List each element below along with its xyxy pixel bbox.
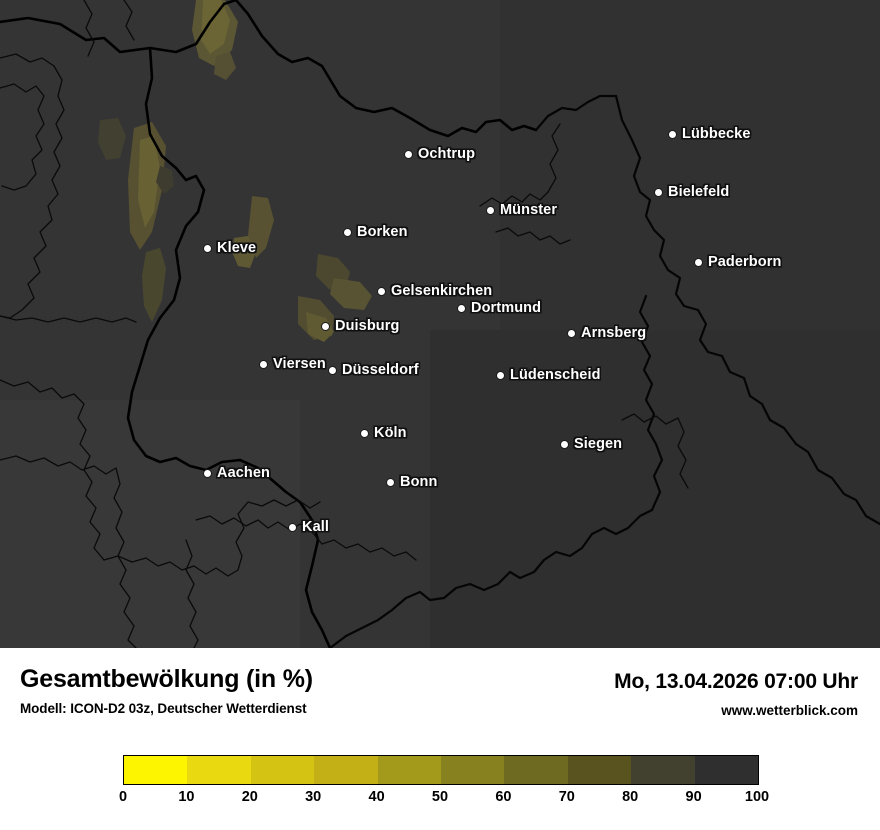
city-marker[interactable]: Lüdenscheid <box>496 367 601 383</box>
city-dot-icon <box>567 328 576 338</box>
city-dot-icon <box>203 468 212 478</box>
city-label: Dortmund <box>471 300 542 316</box>
colorbar-tick: 60 <box>495 789 512 805</box>
city-label: Lüdenscheid <box>510 367 601 383</box>
city-marker[interactable]: Dortmund <box>457 300 541 316</box>
city-marker[interactable]: Gelsenkirchen <box>377 283 492 299</box>
city-marker[interactable]: Kleve <box>203 240 256 256</box>
colorbar-tick: 80 <box>622 789 639 805</box>
city-label: Siegen <box>574 436 623 452</box>
city-marker[interactable]: Köln <box>360 425 407 441</box>
state-borders <box>328 94 880 648</box>
city-dot-icon <box>377 286 386 296</box>
city-dot-icon <box>486 205 495 215</box>
city-marker[interactable]: Aachen <box>203 465 270 481</box>
colorbar-tick: 100 <box>744 789 770 805</box>
city-label: Köln <box>374 425 407 441</box>
city-label: Münster <box>500 202 558 218</box>
city-dot-icon <box>386 477 395 487</box>
city-dot-icon <box>654 187 663 197</box>
city-label: Kleve <box>217 240 257 256</box>
city-dot-icon <box>259 359 268 369</box>
city-label: Viersen <box>273 356 326 372</box>
city-marker[interactable]: Kall <box>288 519 329 535</box>
city-dot-icon <box>694 257 703 267</box>
colorbar-tick: 30 <box>305 789 322 805</box>
colorbar-tick: 40 <box>368 789 385 805</box>
city-label: Ochtrup <box>418 146 476 162</box>
website-url: www.wetterblick.com <box>721 703 858 718</box>
city-label: Aachen <box>217 465 270 481</box>
city-label: Bielefeld <box>668 184 730 200</box>
city-marker[interactable]: Ochtrup <box>404 146 475 162</box>
model-subtitle: Modell: ICON-D2 03z, Deutscher Wetterdie… <box>20 700 307 716</box>
colorbar-segment <box>314 756 378 784</box>
valid-time: Mo, 13.04.2026 07:00 Uhr <box>614 670 858 693</box>
city-label: Kall <box>302 519 329 535</box>
city-marker[interactable]: Borken <box>343 224 408 240</box>
city-marker[interactable]: Arnsberg <box>567 325 646 341</box>
page-title: Gesamtbewölkung (in %) <box>20 665 313 693</box>
district-borders <box>0 0 689 648</box>
cloud-break-patches <box>98 0 372 342</box>
city-label: Paderborn <box>708 254 782 270</box>
city-marker[interactable]: Bonn <box>386 474 437 490</box>
colorbar-segment <box>250 756 315 784</box>
city-label: Borken <box>357 224 408 240</box>
city-marker[interactable]: Bielefeld <box>654 184 729 200</box>
colorbar-segment <box>504 756 568 784</box>
city-dot-icon <box>343 227 352 237</box>
colorbar-segment <box>441 756 505 784</box>
cloud-field-southeast <box>430 330 880 648</box>
colorbar-segment <box>631 756 695 784</box>
city-label: Lübbecke <box>682 126 751 142</box>
city-dot-icon <box>321 321 330 331</box>
city-dot-icon <box>328 365 337 375</box>
colorbar-legend: 0 10 20 30 40 50 60 70 80 90 100 <box>119 755 769 811</box>
city-label: Düsseldorf <box>342 362 419 378</box>
colorbar-tick-labels: 0 10 20 30 40 50 60 70 80 90 100 <box>119 789 769 811</box>
city-dot-icon <box>288 522 297 532</box>
city-marker[interactable]: Paderborn <box>694 254 781 270</box>
city-label: Bonn <box>400 474 438 490</box>
colorbar-tick: 90 <box>685 789 702 805</box>
meta-block: Mo, 13.04.2026 07:00 Uhr www.wetterblick… <box>614 670 858 718</box>
city-dot-icon <box>457 303 466 313</box>
city-marker[interactable]: Lübbecke <box>668 126 751 142</box>
city-marker[interactable]: Duisburg <box>321 318 399 334</box>
colorbar-tick: 10 <box>178 789 195 805</box>
city-dot-icon <box>404 149 413 159</box>
colorbar-tick: 50 <box>431 789 449 805</box>
city-label: Duisburg <box>335 318 400 334</box>
city-dot-icon <box>360 428 369 438</box>
city-dot-icon <box>668 129 677 139</box>
colorbar-tick: 0 <box>118 789 128 805</box>
national-borders <box>0 0 538 648</box>
city-marker[interactable]: Viersen <box>259 356 326 372</box>
colorbar-segment <box>567 756 632 784</box>
city-marker[interactable]: Düsseldorf <box>328 362 419 378</box>
colorbar-segment <box>694 756 759 784</box>
cloud-field-southwest <box>0 400 300 648</box>
colorbar-segment <box>377 756 442 784</box>
city-marker[interactable]: Münster <box>486 202 557 218</box>
colorbar-tick: 20 <box>241 789 258 805</box>
colorbar-segment <box>124 756 188 784</box>
weather-map[interactable]: Lübbecke Bielefeld Paderborn Ochtrup Münster… <box>0 0 880 648</box>
map-canvas <box>0 0 880 648</box>
city-dot-icon <box>496 370 505 380</box>
colorbar-segment <box>187 756 251 784</box>
colorbar-gradient <box>123 755 759 785</box>
city-dot-icon <box>203 243 212 253</box>
title-block: Gesamtbewölkung (in %) Modell: ICON-D2 0… <box>20 665 313 716</box>
map-footer: Gesamtbewölkung (in %) Modell: ICON-D2 0… <box>0 648 880 830</box>
city-dot-icon <box>560 439 569 449</box>
city-marker[interactable]: Siegen <box>560 436 622 452</box>
city-label: Arnsberg <box>581 325 647 341</box>
colorbar-tick: 70 <box>558 789 575 805</box>
city-label: Gelsenkirchen <box>391 283 493 299</box>
